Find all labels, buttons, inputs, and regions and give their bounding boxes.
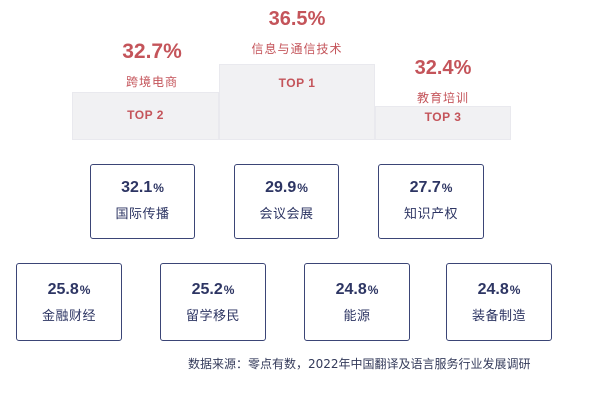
podium-value-top1-unit: %: [307, 8, 326, 30]
category-value: 25.2%: [161, 281, 265, 299]
category-name: 国际传播: [115, 207, 170, 222]
data-source-note: 数据来源：零点有数，2022年中国翻译及语言服务行业发展调研: [188, 357, 531, 371]
category-value: 25.8%: [17, 281, 121, 299]
podium-value-top2-num: 32.7: [122, 40, 164, 63]
category-box: 32.1% 国际传播: [90, 164, 195, 239]
category-name: 金融财经: [41, 309, 96, 324]
podium-value-top2: 32.7%: [72, 40, 232, 64]
podium-category-top1: 信息与通信技术: [251, 42, 343, 56]
category-value-num: 24.8: [477, 281, 509, 298]
podium-value-top2-unit: %: [163, 40, 182, 63]
podium-value-top3: 32.4%: [375, 57, 511, 80]
podium-value-top3-num: 32.4: [414, 57, 454, 79]
podium-block-top1: TOP 1: [219, 64, 375, 140]
podium-category-top3: 教育培训: [416, 91, 469, 105]
category-box: 24.8% 能源: [304, 263, 410, 341]
category-value-unit: %: [297, 181, 308, 195]
category-name: 会议会展: [259, 207, 314, 222]
podium-value-top1-num: 36.5: [268, 8, 308, 30]
category-value-unit: %: [441, 181, 453, 195]
category-value-num: 25.2: [191, 281, 223, 298]
category-value-num: 32.1: [121, 179, 153, 196]
podium-block-top3: TOP 3: [375, 106, 511, 140]
category-value-num: 29.9: [265, 179, 297, 196]
category-value-unit: %: [223, 283, 235, 297]
podium-category-top2: 跨境电商: [125, 75, 178, 89]
category-value-unit: %: [153, 181, 164, 195]
category-value: 32.1%: [91, 179, 194, 197]
category-box: 27.7% 知识产权: [378, 164, 484, 239]
podium-rank-top2: TOP 2: [127, 108, 164, 122]
category-value-unit: %: [367, 283, 379, 297]
category-value-unit: %: [509, 283, 521, 297]
category-value: 27.7%: [379, 179, 483, 197]
category-box: 24.8% 装备制造: [446, 263, 552, 341]
category-name: 能源: [343, 309, 371, 324]
category-box: 29.9% 会议会展: [234, 164, 339, 239]
podium-value-top3-unit: %: [453, 57, 472, 79]
category-name: 留学移民: [185, 309, 240, 324]
category-name: 装备制造: [471, 309, 526, 324]
podium-rank-top1: TOP 1: [278, 76, 316, 90]
category-box: 25.8% 金融财经: [16, 263, 122, 341]
podium-block-top2: TOP 2: [72, 92, 219, 140]
podium-rank-top3: TOP 3: [424, 110, 462, 124]
category-value-num: 24.8: [335, 281, 367, 298]
category-value: 24.8%: [447, 281, 551, 299]
category-box: 25.2% 留学移民: [160, 263, 266, 341]
podium-value-top1: 36.5%: [219, 8, 375, 31]
category-value-unit: %: [79, 283, 91, 297]
category-value: 29.9%: [235, 179, 338, 197]
category-value: 24.8%: [305, 281, 409, 299]
category-value-num: 27.7: [409, 179, 441, 196]
category-value-num: 25.8: [47, 281, 79, 298]
category-name: 知识产权: [403, 207, 458, 222]
